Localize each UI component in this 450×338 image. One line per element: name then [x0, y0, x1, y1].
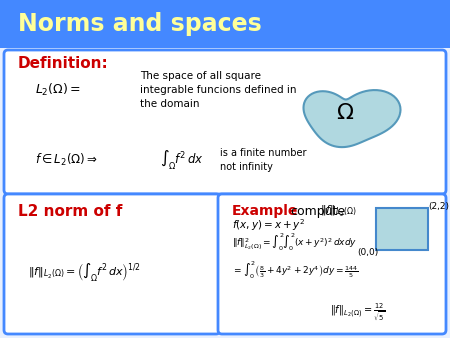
Text: Norms and spaces: Norms and spaces — [18, 12, 262, 36]
FancyBboxPatch shape — [4, 50, 446, 194]
Text: $\int_{\Omega} f^2\, dx$: $\int_{\Omega} f^2\, dx$ — [160, 148, 204, 172]
FancyBboxPatch shape — [4, 194, 220, 334]
Text: $\|f\|_{L_2(\Omega)} = \frac{12}{\sqrt{5}}$: $\|f\|_{L_2(\Omega)} = \frac{12}{\sqrt{5… — [330, 301, 385, 323]
FancyBboxPatch shape — [0, 0, 450, 48]
Text: $f \in L_2(\Omega) \Rightarrow$: $f \in L_2(\Omega) \Rightarrow$ — [35, 152, 98, 168]
Text: $\Omega$: $\Omega$ — [336, 102, 354, 124]
Text: is a finite number
not infinity: is a finite number not infinity — [220, 148, 306, 172]
Text: Definition:: Definition: — [18, 56, 109, 72]
Text: $= \int_0^2 \left(\frac{8}{3} + 4y^2 + 2y^4\right) dy = \frac{144}{5}$: $= \int_0^2 \left(\frac{8}{3} + 4y^2 + 2… — [232, 259, 359, 281]
Text: Example: Example — [232, 204, 298, 218]
Text: $\|f\|_{L_2(\Omega)}$: $\|f\|_{L_2(\Omega)}$ — [320, 203, 356, 218]
Text: L2 norm of f: L2 norm of f — [18, 204, 122, 219]
Text: $\|f\|^2_{L_2(\Omega)} = \int_0^2\!\int_0^2 (x+y^2)^2\, dxdy$: $\|f\|^2_{L_2(\Omega)} = \int_0^2\!\int_… — [232, 231, 357, 253]
Text: (2,2): (2,2) — [428, 201, 449, 211]
Text: $L_2(\Omega) = $: $L_2(\Omega) = $ — [35, 82, 81, 98]
Text: $\|f\|_{L_2(\Omega)} = \left(\int_{\Omega} f^2\, dx\right)^{1/2}$: $\|f\|_{L_2(\Omega)} = \left(\int_{\Omeg… — [28, 262, 141, 284]
FancyBboxPatch shape — [218, 194, 446, 334]
Text: compute: compute — [290, 204, 345, 217]
Text: $f(x,y) = x + y^2$: $f(x,y) = x + y^2$ — [232, 217, 306, 233]
Text: (0,0): (0,0) — [357, 247, 378, 257]
FancyBboxPatch shape — [376, 208, 428, 250]
Text: The space of all square
integrable funcions defined in
the domain: The space of all square integrable funci… — [140, 71, 297, 109]
PathPatch shape — [303, 90, 400, 147]
